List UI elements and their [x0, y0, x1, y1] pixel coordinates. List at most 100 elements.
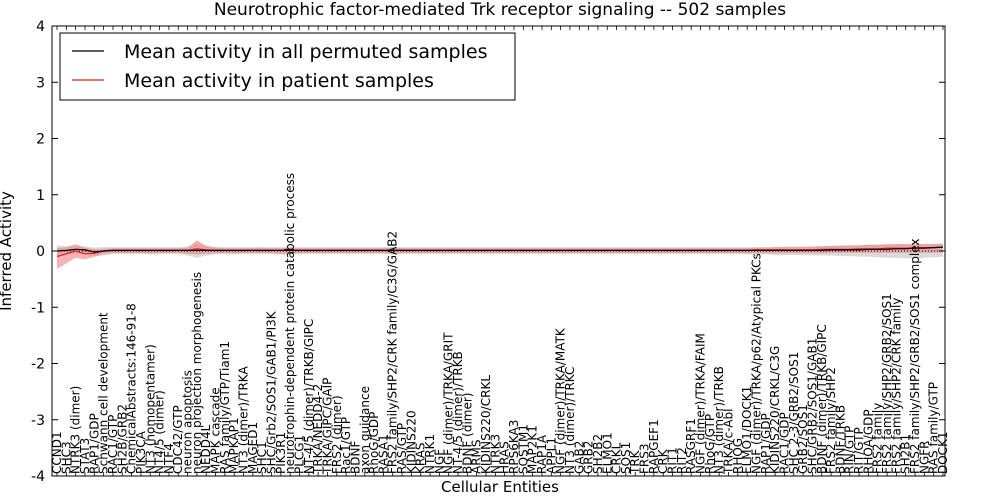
- x-category-label: SHC/Grb2/SOS1/GAB1/PI3K: [265, 310, 279, 474]
- x-category-label: RhoG/GTP: [703, 414, 717, 474]
- x-category-label: SH2B1: [899, 434, 913, 474]
- x-category-label: GRB2: [582, 440, 596, 474]
- chart-title: Neurotrophic factor-mediated Trk recepto…: [214, 0, 786, 20]
- x-category-label: FRS2 family/SHP2/GRB2/SOS1: [880, 293, 894, 474]
- x-category-label: RAPGEF1: [647, 419, 661, 474]
- x-category-label: HRAS: [498, 441, 512, 474]
- y-tick-label: -4: [31, 469, 45, 485]
- x-category-label: FRS2 family/SHP2/CRK family: [889, 298, 903, 474]
- x-category-label: MAPKAP1: [227, 417, 241, 474]
- x-axis-ticks: [56, 26, 944, 476]
- y-tick-label: 0: [36, 244, 45, 260]
- x-category-label: NTRK3: [488, 434, 502, 474]
- x-category-label: SH2B2: [591, 434, 605, 474]
- x-category-label: RASA1: [376, 434, 390, 474]
- x-category-label: RAS/GTP: [395, 423, 409, 474]
- legend-box: [59, 32, 516, 101]
- x-category-label: RPS6KA3: [507, 420, 521, 474]
- x-category-label: APPL1: [544, 437, 558, 474]
- x-axis-title: Cellular Entities: [441, 478, 559, 496]
- x-category-label: KIDINS220/CRKL/C3G: [768, 346, 782, 474]
- x-category-label: DOCK1: [936, 431, 950, 474]
- x-category-label: NTRK3 (dimer): [69, 386, 83, 474]
- x-category-label: TRKA/NEDD4-2: [311, 384, 325, 475]
- x-category-label: RAP1/GDP: [759, 413, 773, 474]
- x-category-label: NT-4/5 (dimer)/TRKB/GIPC: [302, 319, 316, 474]
- x-category-label: FRS2 family/SHP2/GRB2/SOS1 complex: [908, 239, 922, 474]
- x-category-label: RAS family/GTP/Tiam1: [218, 341, 232, 474]
- x-category-label: RIN/GTP: [843, 426, 857, 474]
- x-category-label: NGF (dimer)/TRKA/MATK: [554, 327, 568, 474]
- x-category-label: FRS2 family: [871, 403, 885, 474]
- x-category-label: FRS2 family/SHP2/CRK family/C3G/GAB2: [386, 231, 400, 474]
- legend: Mean activity in all permuted samples Me…: [59, 32, 516, 101]
- x-category-label: BDNF (dimer): [460, 393, 474, 475]
- x-category-label: NT3 (homopentamer): [143, 344, 157, 474]
- x-category-label: RHOG: [731, 438, 745, 474]
- x-category-label: TRKA/c-Abl: [722, 409, 736, 475]
- x-category-label: PIK3CA: [134, 430, 148, 474]
- x-category-label: RAP1A: [535, 434, 549, 474]
- x-category-label: Rac1/GTP: [339, 417, 353, 474]
- x-category-label: SH2B/GRB2: [115, 404, 129, 474]
- x-category-label: CRK: [656, 448, 670, 474]
- x-category-label: NT4/5 (dimer): [153, 390, 167, 474]
- x-category-label: NEDD4L: [199, 424, 213, 474]
- y-axis-title: Inferred Activity: [0, 191, 15, 311]
- x-category-label: ChemicalAbstracts:146-91-8: [125, 303, 139, 474]
- y-tick-label: -2: [31, 357, 45, 373]
- x-category-label: SHC1: [255, 441, 269, 474]
- x-category-label: ELMO1: [600, 432, 614, 474]
- x-category-label: CDC42/GTP: [171, 405, 185, 474]
- x-category-label: RAP1/GDP: [87, 413, 101, 474]
- x-category-label: MAGED1: [246, 422, 260, 474]
- x-category-label: PIK3R1: [274, 432, 288, 474]
- x-category-label: RhoG/GDP: [367, 412, 381, 474]
- x-category-label: neuron projection morphogenesis: [190, 272, 204, 474]
- x-category-label: NGF (dimer)/TRKA/p62/Atypical PKCs: [750, 253, 764, 474]
- x-category-label: BDNF/TRKB: [833, 405, 847, 474]
- x-category-label: RAC1/GDP: [778, 412, 792, 474]
- y-tick-label: 1: [36, 188, 45, 204]
- x-category-label: KRAS: [414, 442, 428, 474]
- x-category-label: RHOA/GDP: [861, 409, 875, 474]
- x-category-label: STAT3: [78, 438, 92, 474]
- plot-frame-border: [51, 25, 946, 477]
- x-category-label: SHC3: [59, 441, 73, 474]
- x-category-label: neurotrophin-dependent protein catabolic…: [283, 173, 297, 474]
- y-tick-label: -1: [31, 300, 45, 316]
- x-category-label: FRS2 (dimer): [330, 395, 344, 474]
- legend-label-permuted: Mean activity in all permuted samples: [124, 41, 487, 63]
- y-axis-ticks: -4 -3 -2 -1 0 1 2 3 4: [31, 19, 945, 485]
- legend-label-patient: Mean activity in patient samples: [124, 70, 434, 92]
- x-category-label: NTRK1: [423, 434, 437, 474]
- x-category-label: PLCG1: [293, 435, 307, 474]
- x-category-label: ARMS: [470, 439, 484, 474]
- x-category-label: RIT/GTP: [852, 427, 866, 474]
- x-category-label: GAB2: [572, 441, 586, 474]
- x-category-label: SOS1: [619, 442, 633, 474]
- x-category-label: MAPK cascade: [209, 387, 223, 474]
- x-category-label: BDNF: [348, 441, 362, 474]
- x-category-label: NTF4: [162, 443, 176, 474]
- x-category-label: NT3 (dimer)/TRKB: [712, 366, 726, 474]
- x-category-label: RIT1: [666, 447, 680, 474]
- x-category-label: neuron apoptosis: [181, 370, 195, 474]
- x-category-label: SHC 2-3/GRB2/SOS1: [787, 352, 801, 474]
- x-category-label: RIT2: [675, 447, 689, 474]
- x-category-label: NGF (dimer)/TRKA/GRIT: [442, 332, 456, 474]
- x-category-label: FRS2 family/SHP2: [824, 367, 838, 474]
- x-category-label: RASGRF1: [684, 418, 698, 474]
- line-permuted: [56, 246, 944, 253]
- x-category-label: BDNF (dimer)/TRKB/GIPC: [815, 324, 829, 474]
- x-category-label: NGFR: [917, 440, 931, 474]
- x-category-label: TRKA/GIPC/GAIP: [321, 378, 335, 475]
- y-tick-label: -3: [31, 413, 45, 429]
- x-category-label: CRKL: [610, 442, 624, 474]
- x-category-label: RAC1/GTP: [106, 415, 120, 474]
- plot-area: -4 -3 -2 -1 0 1 2 3 4: [31, 19, 946, 485]
- x-category-label: FRS3: [638, 444, 652, 475]
- x-category-label: GRB2/SOS1: [796, 404, 810, 474]
